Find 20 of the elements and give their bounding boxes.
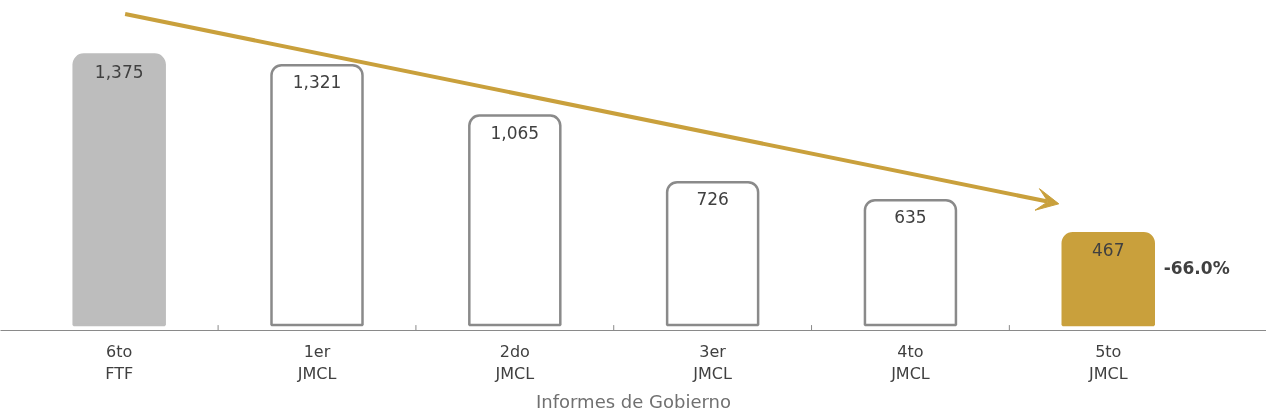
data-label: 726 [696, 189, 729, 210]
x-tick-label: 6to FTF [105, 341, 134, 384]
x-tick-label: 2do JMCL [494, 341, 535, 384]
data-label: 1,065 [490, 122, 540, 143]
data-label: 1,321 [292, 72, 342, 93]
bar [72, 53, 166, 327]
x-tick-label: 5to JMCL [1087, 341, 1128, 384]
x-axis-title: Informes de Gobierno [535, 391, 732, 413]
bar [1061, 231, 1155, 327]
data-label: 467 [1092, 240, 1125, 261]
bar [665, 181, 760, 327]
x-tick-label: 3er JMCL [692, 341, 733, 384]
bar [863, 198, 958, 327]
x-tick-label: 4to JMCL [890, 341, 930, 384]
x-tick-label: 1er JMCL [296, 341, 337, 384]
data-label: 1,375 [94, 61, 144, 82]
bar [468, 114, 562, 327]
bar [270, 63, 364, 327]
annotation: -66.0% [1163, 258, 1230, 279]
data-label: 635 [894, 207, 927, 228]
